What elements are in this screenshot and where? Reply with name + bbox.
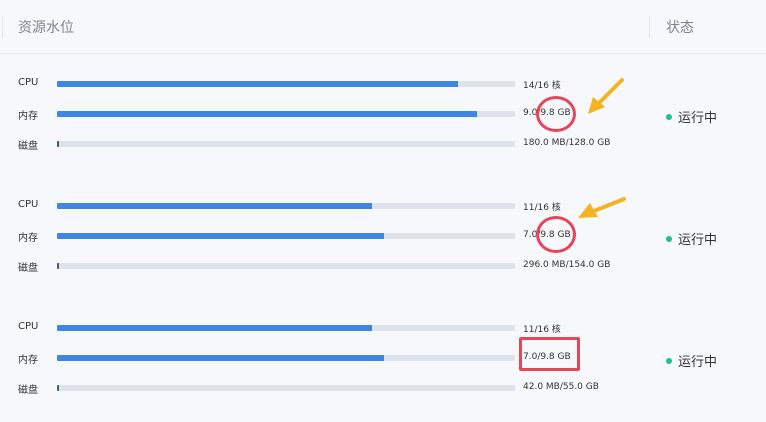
cpu-usage-value: 11/16 核 xyxy=(523,203,561,213)
header-divider xyxy=(2,16,3,38)
table-row: CPU 11/16 核 内存 7.0/9.8 GB 磁盘 42.0 MB/55.… xyxy=(0,298,766,418)
memory-usage-bar xyxy=(57,355,515,361)
header-divider[interactable] xyxy=(649,16,650,38)
memory-usage-fill xyxy=(57,111,478,117)
memory-label: 内存 xyxy=(18,355,38,366)
status-text: 运行中 xyxy=(678,111,718,126)
disk-usage-bar xyxy=(57,263,515,269)
annotation-rectangle xyxy=(519,337,580,371)
memory-label: 内存 xyxy=(18,111,38,122)
status-text: 运行中 xyxy=(678,355,718,370)
disk-usage-fill xyxy=(57,263,60,269)
status-badge: 运行中 xyxy=(666,351,717,370)
status-badge: 运行中 xyxy=(666,107,717,126)
cpu-usage-value: 14/16 核 xyxy=(523,81,561,91)
cpu-label: CPU xyxy=(18,321,39,332)
memory-usage-bar xyxy=(57,111,515,117)
disk-usage-value: 42.0 MB/55.0 GB xyxy=(523,382,599,392)
cpu-usage-fill xyxy=(57,81,458,87)
cpu-usage-bar xyxy=(57,203,515,209)
disk-label: 磁盘 xyxy=(18,263,38,274)
status-dot-icon xyxy=(666,357,672,364)
disk-usage-fill xyxy=(57,141,60,147)
cpu-label: CPU xyxy=(18,77,39,88)
memory-usage-value: 7.0/9.8 GB xyxy=(523,352,571,362)
cpu-usage-bar xyxy=(57,325,515,331)
status-dot-icon xyxy=(666,235,672,242)
resource-column-header[interactable]: 资源水位 xyxy=(18,20,74,36)
disk-label: 磁盘 xyxy=(18,385,38,396)
disk-usage-bar xyxy=(57,385,515,391)
annotation-circle xyxy=(536,96,576,132)
table-row: CPU 11/16 核 内存 7.0/9.8 GB 磁盘 296.0 MB/15… xyxy=(0,176,766,296)
memory-label: 内存 xyxy=(18,233,38,244)
cpu-label: CPU xyxy=(18,199,39,210)
table-header: 资源水位 状态 xyxy=(0,0,766,54)
status-column-header[interactable]: 状态 xyxy=(666,20,694,36)
memory-usage-fill xyxy=(57,233,384,239)
cpu-usage-fill xyxy=(57,203,372,209)
annotation-circle xyxy=(536,216,576,253)
status-dot-icon xyxy=(666,113,672,120)
cpu-usage-value: 11/16 核 xyxy=(523,325,561,335)
disk-usage-bar xyxy=(57,141,515,147)
memory-usage-fill xyxy=(57,355,384,361)
memory-usage-bar xyxy=(57,233,515,239)
cpu-usage-fill xyxy=(57,325,372,331)
status-text: 运行中 xyxy=(678,233,718,248)
disk-usage-value: 296.0 MB/154.0 GB xyxy=(523,260,611,270)
cpu-usage-bar xyxy=(57,81,515,87)
disk-label: 磁盘 xyxy=(18,141,38,152)
disk-usage-value: 180.0 MB/128.0 GB xyxy=(523,138,611,148)
disk-usage-fill xyxy=(57,385,60,391)
status-badge: 运行中 xyxy=(666,229,717,248)
